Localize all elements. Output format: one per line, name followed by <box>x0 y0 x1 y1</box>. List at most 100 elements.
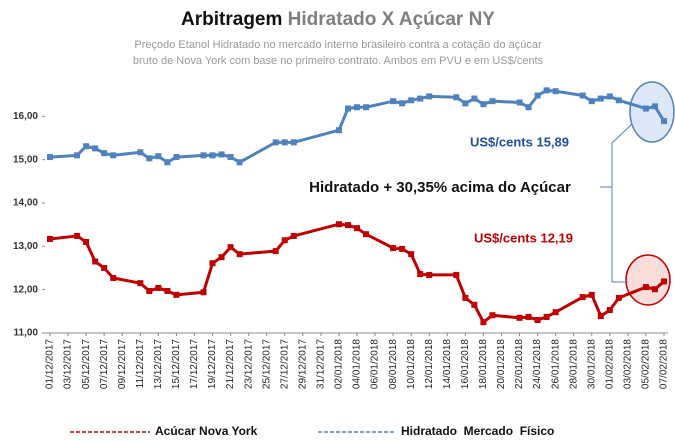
point-marker <box>471 301 478 308</box>
subtitle: bruto de Nova York com base no primeiro … <box>133 55 544 67</box>
point-marker <box>290 139 297 146</box>
point-marker <box>344 105 351 112</box>
chart-title: Arbitragem Hidratado X Açúcar NY <box>181 9 495 30</box>
annotation: US$/cents 12,19 <box>474 230 573 245</box>
series-line <box>49 88 666 164</box>
x-tick-label: 28/01/2018 <box>568 339 579 389</box>
point-marker <box>92 258 99 265</box>
series-line <box>49 222 665 324</box>
point-marker <box>236 251 243 258</box>
point-marker <box>462 294 469 301</box>
point-marker <box>110 274 117 281</box>
x-tick-label: 08/01/2018 <box>388 339 399 389</box>
point-marker <box>534 317 541 323</box>
x-tick-label: 19/12/2017 <box>207 339 218 389</box>
point-marker <box>417 95 424 102</box>
point-marker <box>552 309 559 316</box>
point-marker <box>453 94 460 101</box>
x-tick-label: 18/01/2018 <box>478 339 489 389</box>
y-tick-label: 12,00 <box>13 284 38 295</box>
x-tick-label: 22/01/2018 <box>514 339 525 389</box>
x-tick-label: 03/02/2018 <box>623 339 634 389</box>
point-marker <box>47 235 53 242</box>
point-marker <box>642 284 649 291</box>
point-marker <box>236 159 243 166</box>
x-tick-label: 12/01/2018 <box>424 339 435 389</box>
x-tick-label: 01/02/2018 <box>604 339 615 389</box>
point-marker <box>552 88 559 95</box>
title-secondary: Hidratado X Açúcar NY <box>288 9 496 30</box>
point-marker <box>335 221 342 228</box>
x-tick-label: 13/12/2017 <box>153 339 164 389</box>
point-marker <box>534 92 541 99</box>
point-marker <box>218 151 225 158</box>
point-marker <box>155 284 162 291</box>
point-marker <box>489 98 496 105</box>
subtitle: Preçodo Etanol Hidratado no mercado inte… <box>134 39 542 51</box>
point-marker <box>363 231 370 238</box>
point-marker <box>227 154 234 161</box>
point-marker <box>651 103 658 110</box>
point-marker <box>543 313 550 320</box>
point-marker <box>354 225 360 232</box>
point-marker <box>47 154 53 161</box>
x-tick-label: 20/01/2018 <box>496 339 507 389</box>
point-marker <box>218 254 225 261</box>
point-marker <box>516 314 523 321</box>
y-tick-label: 15,00 <box>13 154 38 165</box>
point-marker <box>101 265 108 271</box>
point-marker <box>525 104 532 111</box>
point-marker <box>290 232 297 239</box>
point-marker <box>525 313 532 320</box>
point-marker <box>615 294 622 301</box>
x-tick-label: 25/12/2017 <box>261 339 272 389</box>
title-main: Arbitragem <box>181 9 282 30</box>
point-marker <box>588 98 595 105</box>
point-marker <box>227 244 234 251</box>
point-marker <box>272 248 279 255</box>
point-marker <box>146 155 153 162</box>
point-marker <box>335 127 342 134</box>
point-marker <box>597 95 604 102</box>
point-marker <box>209 260 216 267</box>
point-marker <box>615 97 622 104</box>
point-marker <box>137 149 144 156</box>
x-tick-label: 05/02/2018 <box>641 339 652 389</box>
x-tick-label: 04/01/2018 <box>352 339 363 389</box>
x-tick-label: 23/12/2017 <box>243 339 254 389</box>
point-marker <box>417 271 424 278</box>
x-tick-label: 17/12/2017 <box>189 339 200 389</box>
point-marker <box>588 291 595 298</box>
point-marker <box>426 271 433 278</box>
x-tick-label: 09/12/2017 <box>117 339 128 389</box>
annotation: US$/cents 15,89 <box>470 134 569 149</box>
point-marker <box>209 152 216 159</box>
point-marker <box>579 294 586 301</box>
point-marker <box>146 287 153 294</box>
point-marker <box>408 97 415 104</box>
point-marker <box>462 100 469 107</box>
x-tick-label: 27/12/2017 <box>279 339 290 389</box>
point-marker <box>399 245 406 252</box>
x-tick-label: 01/12/2017 <box>45 339 56 389</box>
point-marker <box>83 143 90 150</box>
y-tick-label: 16,00 <box>13 111 38 122</box>
legend-label: Acúcar Nova York <box>155 424 258 438</box>
y-tick-label: 11,00 <box>14 328 39 339</box>
point-marker <box>480 319 487 326</box>
point-marker <box>173 154 180 161</box>
highlight-ellipse <box>625 254 671 306</box>
point-marker <box>200 152 207 159</box>
point-marker <box>489 312 496 319</box>
x-tick-label: 02/01/2018 <box>334 339 345 389</box>
x-tick-label: 30/01/2018 <box>586 339 597 389</box>
y-tick-label: 13,00 <box>13 241 38 252</box>
y-tick-label: 14,00 <box>13 198 38 209</box>
point-marker <box>354 104 360 111</box>
point-marker <box>661 278 667 285</box>
bracket <box>611 123 633 283</box>
x-tick-label: 24/01/2018 <box>532 339 543 389</box>
annotation: Hidratado + 30,35% acima do Açúcar <box>309 179 571 196</box>
point-marker <box>579 92 586 99</box>
point-marker <box>651 286 658 293</box>
